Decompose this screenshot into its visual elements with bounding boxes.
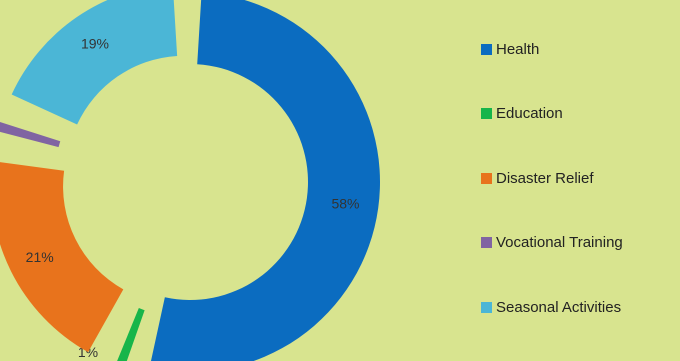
legend-swatch: [481, 108, 492, 119]
legend: Health Education Disaster Relief Vocational…: [481, 36, 623, 359]
legend-item-education: Education: [481, 101, 623, 127]
legend-item-disaster-relief: Disaster Relief: [481, 165, 623, 191]
legend-label: Health: [496, 40, 540, 58]
legend-swatch: [481, 43, 492, 55]
legend-label: Disaster Relief: [496, 169, 594, 187]
legend-item-vocational-training: Vocational Training: [481, 230, 623, 256]
slice-seasonal-activities: [11, 0, 178, 125]
data-label-health: 58%: [331, 196, 359, 212]
legend-label: Vocational Training: [496, 234, 623, 251]
legend-item-seasonal-activities: Seasonal Activities: [481, 294, 623, 320]
legend-label: Education: [496, 105, 563, 122]
data-label-disaster-relief: 21%: [26, 249, 54, 265]
legend-swatch: [481, 237, 492, 248]
legend-swatch: [481, 301, 492, 313]
legend-swatch: [481, 172, 492, 184]
donut-chart: 58%1%21%1%19%: [0, 0, 380, 361]
slice-health: [150, 0, 380, 361]
legend-item-health: Health: [481, 36, 623, 62]
slice-education: [117, 308, 145, 361]
slice-vocational-training: [0, 122, 61, 148]
slice-disaster-relief: [0, 162, 124, 353]
data-label-seasonal-activities: 19%: [81, 35, 109, 51]
legend-label: Seasonal Activities: [496, 298, 622, 316]
